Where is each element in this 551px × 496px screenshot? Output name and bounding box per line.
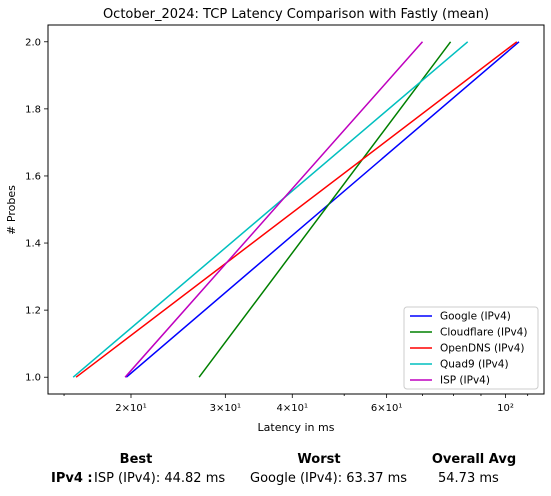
y-tick-label: 1.6 [25, 171, 41, 182]
latency-chart: October_2024: TCP Latency Comparison wit… [5, 7, 545, 434]
x-tick-label: 10² [497, 403, 514, 414]
series-line [75, 41, 518, 378]
plot-area [47, 24, 545, 395]
series-line [125, 41, 520, 378]
series-line [124, 41, 424, 378]
x-axis-label: Latency in ms [258, 421, 335, 434]
chart-title: October_2024: TCP Latency Comparison wit… [103, 7, 489, 22]
y-tick-label: 1.0 [25, 373, 41, 384]
y-axis: 1.0 1.2 1.4 1.6 1.8 2.0 [25, 37, 48, 384]
legend-label: ISP (IPv4) [440, 375, 490, 387]
x-tick-label: 3×10¹ [210, 403, 241, 414]
legend-label: Quad9 (IPv4) [440, 359, 509, 371]
legend: Google (IPv4) Cloudflare (IPv4) OpenDNS (I… [403, 306, 539, 390]
y-tick-label: 1.8 [25, 104, 41, 115]
y-tick-label: 1.2 [25, 306, 41, 317]
legend-label: OpenDNS (IPv4) [440, 343, 525, 355]
x-tick-label: 2×10¹ [115, 403, 146, 414]
overall-avg-header: Overall Avg [431, 452, 517, 467]
legend-box [403, 306, 539, 390]
series-lines [72, 41, 520, 378]
x-tick-label: 6×10¹ [371, 403, 402, 414]
series-line [198, 41, 452, 378]
legend-label: Google (IPv4) [440, 311, 511, 323]
summary-table: Best Worst Overall Avg IPv4 : ISP (IPv4)… [0, 448, 551, 496]
y-tick-label: 1.4 [25, 239, 41, 250]
legend-label: Cloudflare (IPv4) [440, 327, 527, 339]
x-axis: 2×10¹ 3×10¹ 4×10¹ 6×10¹ 10² [63, 394, 529, 414]
x-tick-label: 4×10¹ [277, 403, 308, 414]
y-tick-label: 2.0 [25, 37, 41, 48]
best-value: ISP (IPv4): 44.82 ms [94, 471, 226, 486]
overall-value: 54.73 ms [438, 471, 499, 486]
series-line [72, 41, 469, 378]
y-axis-label: # Probes [5, 185, 18, 235]
best-header: Best [119, 452, 153, 467]
row-label: IPv4 : [51, 471, 93, 486]
worst-header: Worst [297, 452, 341, 467]
worst-value: Google (IPv4): 63.37 ms [250, 471, 408, 486]
